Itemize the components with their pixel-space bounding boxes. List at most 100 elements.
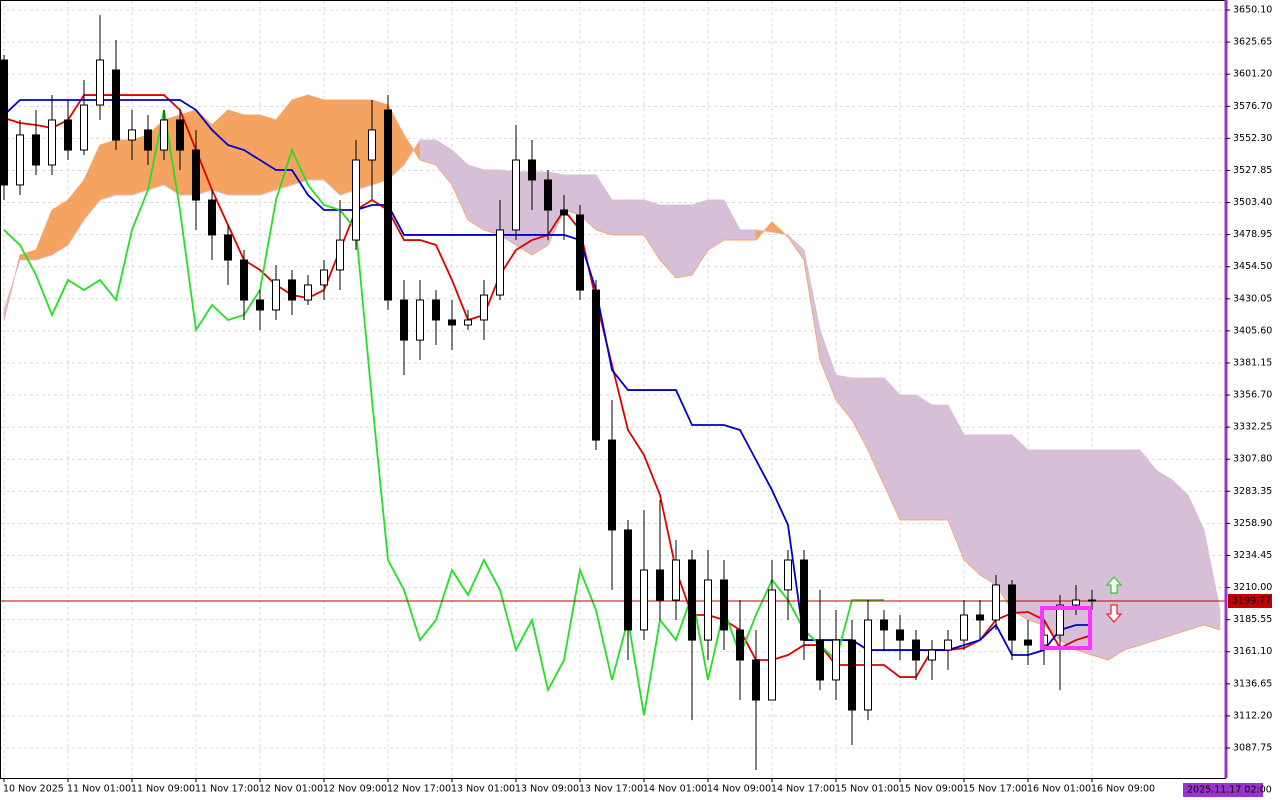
candle-body: [592, 289, 600, 441]
candle-body: [1008, 584, 1016, 641]
candle-body: [848, 639, 856, 711]
x-tick-label: 13 Nov 17:00: [579, 784, 643, 795]
x-tick-label: 14 Nov 09:00: [707, 784, 771, 795]
x-tick-label: 14 Nov 01:00: [643, 784, 707, 795]
cloud-fill: [995, 434, 1013, 612]
candle-body: [912, 639, 920, 661]
candle-body: [144, 129, 152, 151]
y-tick-label: 3307.80: [1233, 454, 1272, 465]
cloud-fill: [483, 169, 501, 236]
candle-body: [32, 134, 40, 166]
candle-body: [704, 579, 712, 641]
cloud-fill: [1027, 449, 1045, 626]
cloud-fill: [979, 434, 997, 586]
candle-body: [976, 614, 984, 621]
y-tick-label: 3527.85: [1233, 165, 1272, 176]
y-tick-label: 3112.20: [1233, 710, 1272, 721]
cloud-fill: [1171, 479, 1189, 636]
overlay: [1040, 576, 1123, 650]
cloud-fill: [1139, 449, 1157, 646]
candle-body: [1056, 604, 1064, 636]
y-tick-label: 3234.45: [1233, 550, 1272, 561]
candle-body: [1072, 599, 1080, 606]
candle-body: [768, 589, 776, 701]
cloud-fill: [963, 434, 981, 576]
y-tick-label: 3625.65: [1233, 37, 1272, 48]
candle-body: [16, 134, 24, 186]
cloud: [3, 94, 1221, 661]
x-tick-label: 13 Nov 01:00: [451, 784, 515, 795]
y-tick-label: 3478.95: [1233, 229, 1272, 240]
candle-body: [608, 439, 616, 531]
cloud-fill: [307, 94, 325, 181]
y-tick-label: 3332.25: [1233, 422, 1272, 433]
candle-body: [256, 299, 264, 311]
candle-body: [1088, 599, 1096, 602]
candle-body: [384, 109, 392, 301]
candle-body: [304, 284, 312, 301]
candle-body: [352, 159, 360, 241]
cloud-fill: [739, 229, 757, 241]
candle-body: [512, 159, 520, 231]
cloud-fill: [899, 394, 917, 521]
y-tick-label: 3136.65: [1233, 678, 1272, 689]
cloud-fill: [611, 199, 629, 236]
x-tick-label: 16 Nov 09:00: [1091, 784, 1155, 795]
candle-body: [480, 294, 488, 321]
cloud-fill: [563, 174, 581, 216]
y-tick-label: 3650.10: [1233, 5, 1272, 16]
y-tick-label: 3381.15: [1233, 357, 1272, 368]
candle-body: [784, 559, 792, 591]
candle-body: [240, 259, 248, 301]
cloud-fill: [115, 139, 133, 196]
candle-body: [896, 629, 904, 641]
x-tick-label: 14 Nov 17:00: [771, 784, 835, 795]
y-tick-label: 3576.70: [1233, 101, 1272, 112]
candle-body: [176, 119, 184, 151]
candle-body: [560, 209, 568, 216]
candle-body: [336, 239, 344, 271]
cloud-fill: [1123, 449, 1141, 651]
x-tick-label: 11 Nov 01:00: [67, 784, 131, 795]
cloud-fill: [1107, 449, 1125, 661]
candle-body: [944, 639, 952, 651]
candle-body: [832, 639, 840, 681]
x-tick-label: 12 Nov 09:00: [323, 784, 387, 795]
candle-body: [816, 639, 824, 681]
last-price-label: 3199.77: [1232, 596, 1271, 607]
y-tick-label: 3161.10: [1233, 646, 1272, 657]
y-tick-label: 3283.35: [1233, 486, 1272, 497]
grid: [0, 0, 1226, 778]
x-tick-label: 12 Nov 17:00: [387, 784, 451, 795]
candle-body: [752, 659, 760, 701]
cloud-fill: [99, 139, 117, 201]
y-tick-label: 3430.05: [1233, 293, 1272, 304]
candle-body: [928, 649, 936, 661]
candles: [0, 14, 1096, 770]
cloud-fill: [291, 94, 309, 186]
candle-body: [880, 619, 888, 631]
candle-body: [64, 119, 72, 151]
candle-body: [672, 559, 680, 601]
candle-body: [640, 569, 648, 631]
cloud-fill: [931, 404, 949, 521]
candle-body: [80, 104, 88, 151]
cloud-fill: [915, 394, 933, 521]
candle-body: [160, 119, 168, 151]
candle-body: [432, 299, 440, 321]
x-tick-label: 11 Nov 09:00: [131, 784, 195, 795]
y-tick-label: 3503.40: [1233, 197, 1272, 208]
time-label: 2025.11.17 02:00: [1187, 785, 1272, 796]
candle-body: [112, 69, 120, 141]
y-tick-label: 3210.00: [1233, 582, 1272, 593]
cloud-fill: [675, 204, 693, 279]
senkou-span-b: [3, 139, 1221, 611]
candle-body: [320, 269, 328, 286]
cloud-fill: [1155, 469, 1173, 641]
x-tick-label: 15 Nov 17:00: [963, 784, 1027, 795]
candle-body: [528, 159, 536, 181]
up-arrow: [1105, 576, 1123, 594]
candle-body: [96, 59, 104, 106]
candle-body: [736, 629, 744, 661]
